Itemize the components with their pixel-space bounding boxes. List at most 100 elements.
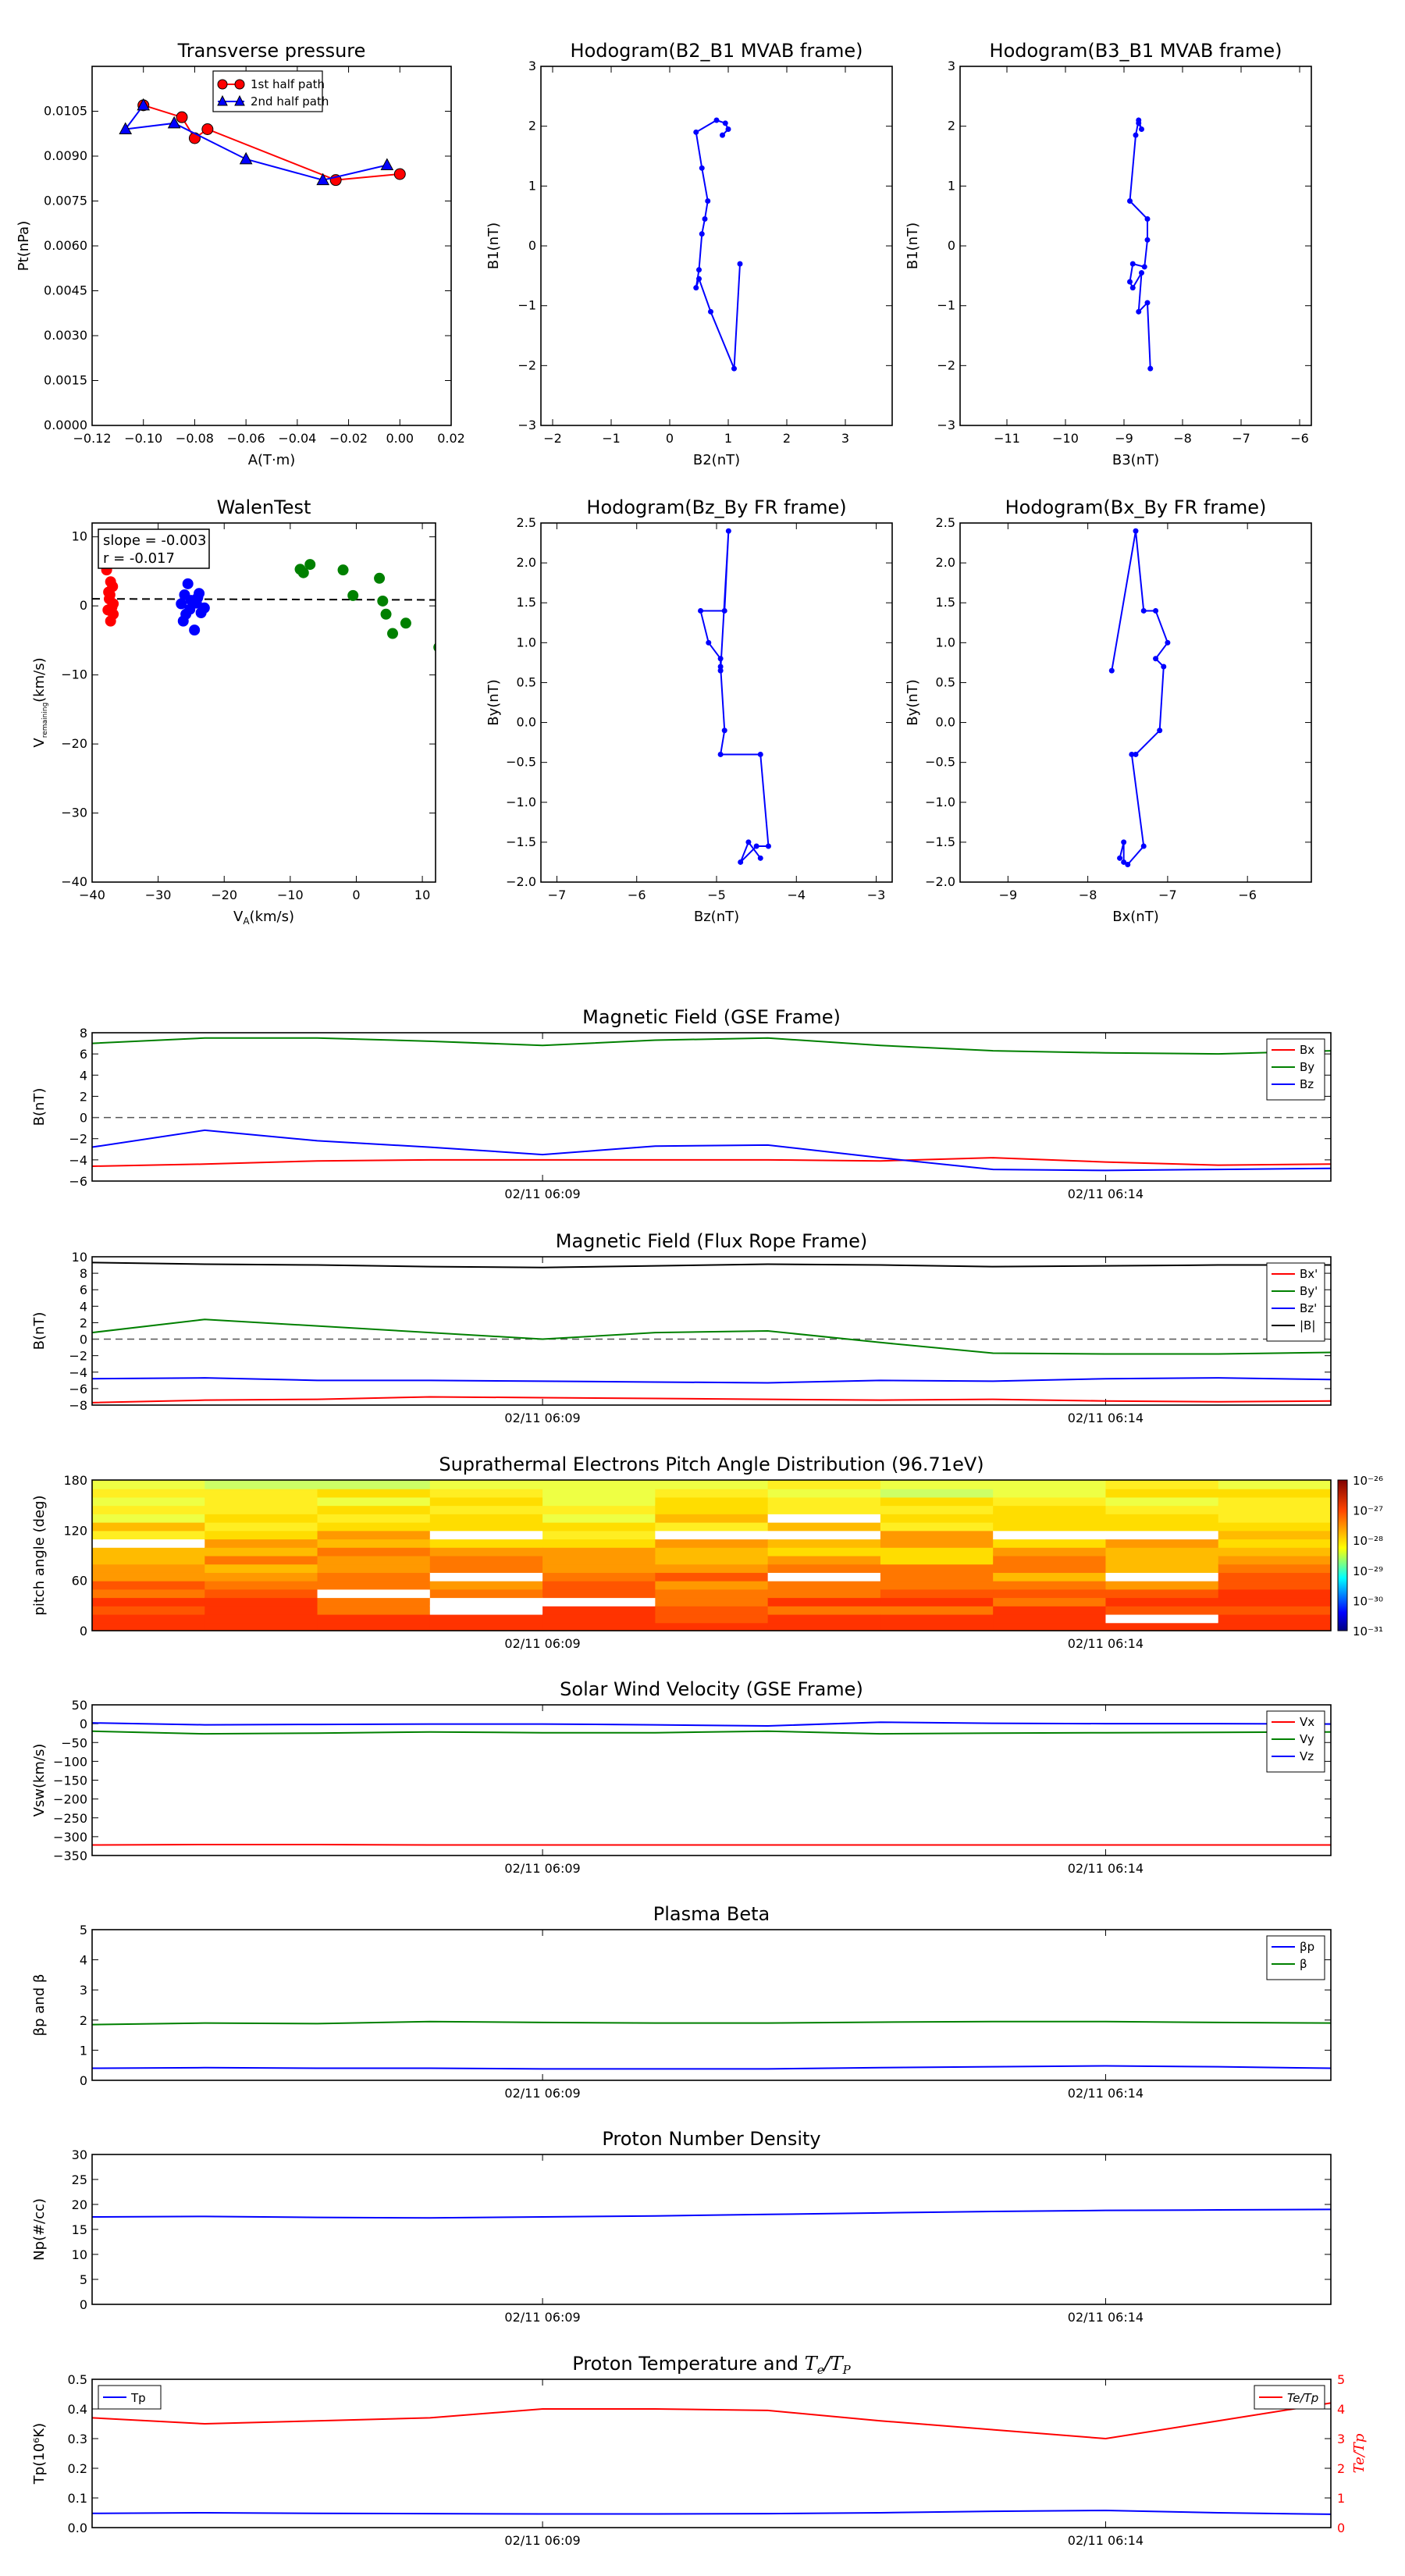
- data-point: [1136, 120, 1142, 126]
- data-point: [393, 168, 406, 180]
- data-point: [1153, 607, 1159, 614]
- heatmap-cell: [767, 1539, 881, 1548]
- heatmap-cell: [880, 1571, 994, 1582]
- colorbar-label: 10⁻³¹: [1353, 1624, 1383, 1638]
- y-tick-label: −150: [53, 1774, 87, 1788]
- y-tick-label: −2: [69, 1132, 87, 1147]
- heatmap-cell: [542, 1505, 656, 1514]
- heatmap-cell: [92, 1614, 206, 1624]
- legend-label: Tp: [130, 2391, 146, 2405]
- heatmap-cell: [880, 1589, 994, 1599]
- y-tick-label: 0: [80, 2073, 87, 2088]
- series-line: [92, 1261, 1331, 1268]
- x-tick-label: 02/11 06:14: [1068, 2310, 1144, 2325]
- heatmap-cell: [542, 1521, 656, 1532]
- legend-frame: [1266, 1710, 1325, 1773]
- axes-frame: [91, 1479, 1332, 1631]
- y-tick-label: −100: [53, 1754, 87, 1769]
- y-tick-label: 15: [72, 2222, 87, 2237]
- x-tick-label: −0.06: [227, 431, 265, 446]
- series-line: [92, 1730, 1331, 1735]
- heatmap-cell: [1218, 1555, 1331, 1565]
- x-tick-label: −0.10: [124, 431, 162, 446]
- axes-frame: [91, 522, 436, 883]
- y-tick-label: 6: [80, 1283, 87, 1297]
- heatmap-cell: [993, 1539, 1107, 1548]
- heatmap-cell: [205, 1496, 318, 1507]
- heatmap-cell: [993, 1480, 1107, 1489]
- heatmap-cell: [542, 1496, 656, 1507]
- heatmap-cell: [655, 1513, 769, 1523]
- legend-label: Bx': [1300, 1267, 1318, 1281]
- heatmap-cell: [880, 1530, 994, 1540]
- series-line: [92, 2208, 1331, 2219]
- y-tick-label: 2.0: [517, 555, 536, 570]
- x-tick-label: 02/11 06:14: [1068, 1861, 1144, 1876]
- heatmap-cell: [205, 1564, 318, 1573]
- x-tick-label: −3: [867, 888, 886, 902]
- x-axis-label: VA(km/s): [233, 909, 294, 927]
- y-tick-label: −1.5: [925, 834, 955, 849]
- heatmap-cell: [655, 1614, 769, 1624]
- legend-frame: [1266, 1262, 1325, 1342]
- x-axis-label: Bz(nT): [694, 909, 739, 925]
- x-axis-label: A(T·m): [248, 452, 296, 468]
- heatmap-cell: [542, 1614, 656, 1624]
- heatmap-cell: [1218, 1589, 1331, 1599]
- y-tick-label: 0.0000: [44, 418, 87, 432]
- plot-area: [698, 528, 771, 865]
- heatmap-cell: [429, 1580, 544, 1590]
- heatmap-cell: [1105, 1555, 1219, 1565]
- y-tick-label: 1.0: [936, 635, 955, 649]
- y-tick-label: 2: [80, 2013, 87, 2028]
- x-tick-label: 02/11 06:09: [504, 2533, 580, 2548]
- legend-label: Bz: [1300, 1077, 1314, 1091]
- heatmap-cell: [317, 1480, 431, 1489]
- heatmap-cell: [429, 1539, 544, 1548]
- data-point: [1133, 528, 1139, 534]
- heatmap-cell: [1218, 1564, 1331, 1573]
- y-tick-label: 1: [80, 2043, 87, 2058]
- y2-tick-label: 3: [1337, 2432, 1345, 2446]
- heatmap-cell: [317, 1488, 431, 1498]
- x-axis-label: B3(nT): [1112, 452, 1159, 468]
- y-tick-label: 0: [528, 238, 536, 253]
- data-point: [765, 843, 771, 849]
- heatmap-cell: [542, 1480, 656, 1489]
- y-tick-label: 0.0: [68, 2521, 87, 2535]
- heatmap-cell: [1218, 1505, 1331, 1514]
- heatmap-cell: [880, 1555, 994, 1565]
- annotation-slope: slope = -0.003: [103, 532, 206, 549]
- y-tick-label: −2: [518, 358, 536, 372]
- y-tick-label: 0.0015: [44, 373, 87, 388]
- heatmap-cell: [880, 1605, 994, 1615]
- heatmap-cell: [317, 1505, 431, 1514]
- y-tick-label: 1.0: [517, 635, 536, 649]
- data-point: [119, 122, 133, 134]
- legend-label: By': [1300, 1284, 1318, 1298]
- plot-area: [92, 2020, 1331, 2070]
- colorbar-label: 10⁻³⁰: [1353, 1594, 1383, 1608]
- heatmap-cell: [1105, 1513, 1219, 1523]
- data-point: [737, 261, 743, 267]
- heatmap-cell: [92, 1546, 206, 1557]
- data-point: [1144, 216, 1151, 222]
- y2-axis-label: Te/Tp: [1351, 2433, 1368, 2473]
- heatmap-cell: [767, 1555, 881, 1565]
- heatmap-cell: [1105, 1496, 1219, 1507]
- plot-area: [92, 2402, 1331, 2515]
- y-tick-label: −1: [518, 298, 536, 313]
- heatmap-cell: [205, 1513, 318, 1523]
- data-point: [1141, 264, 1147, 270]
- heatmap-cell: [767, 1496, 881, 1507]
- series-line: [92, 1396, 1331, 1404]
- plot-area: [92, 1261, 1331, 1404]
- y-tick-label: 2: [948, 119, 955, 133]
- x-tick-label: −4: [787, 888, 806, 902]
- y-tick-label: 4: [80, 1953, 87, 1968]
- data-point: [1161, 664, 1167, 670]
- legend-marker: [234, 79, 245, 90]
- data-point: [706, 639, 712, 646]
- y-tick-label: 0.0045: [44, 283, 87, 298]
- heatmap-cell: [92, 1589, 206, 1599]
